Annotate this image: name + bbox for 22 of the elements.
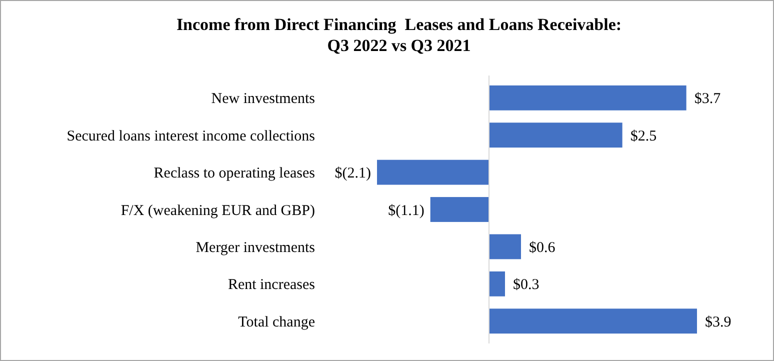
bar xyxy=(489,234,521,260)
data-label: $(2.1) xyxy=(334,166,372,182)
y-tick-label: Merger investments xyxy=(196,240,316,256)
data-label: $(1.1) xyxy=(388,202,424,219)
y-tick-label: New investments xyxy=(211,91,316,108)
bar xyxy=(377,160,489,185)
bar xyxy=(430,197,489,222)
y-tick-label: Secured loans interest income collections xyxy=(66,128,316,144)
data-label: $3.7 xyxy=(694,91,722,108)
y-tick-label: Reclass to operating leases xyxy=(154,166,316,182)
chart-title: Income from Direct Financing Leases and Loans Receivable: Q3 2022 vs Q3 2021 xyxy=(176,15,622,55)
y-tick-label: F/X (weakening EUR and GBP) xyxy=(120,202,315,219)
data-label: $0.6 xyxy=(529,240,556,256)
data-label: $2.5 xyxy=(630,128,657,144)
bar xyxy=(489,308,697,334)
bar xyxy=(489,85,686,110)
bar xyxy=(489,271,505,296)
y-tick-label: Rent increases xyxy=(228,277,316,294)
data-label: $0.3 xyxy=(513,277,540,294)
bar xyxy=(489,122,622,148)
data-label: $3.9 xyxy=(704,314,732,330)
y-tick-label: Total change xyxy=(238,314,316,330)
